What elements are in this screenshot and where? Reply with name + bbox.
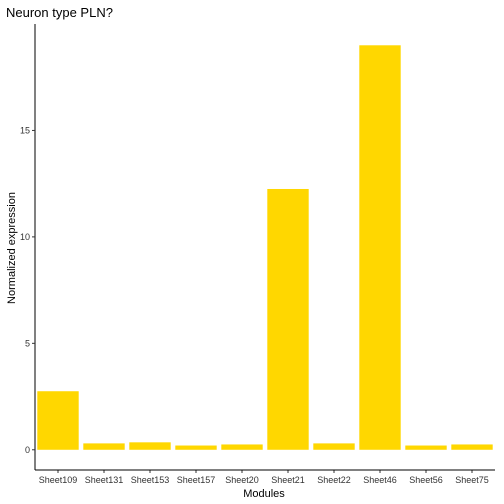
x-tick-label: Sheet153 (131, 475, 170, 485)
bar-sheet20 (221, 444, 263, 450)
x-tick-label: Sheet21 (271, 475, 305, 485)
bars-group (37, 45, 493, 450)
y-axis: 0 5 10 15 (20, 24, 36, 470)
y-tick-label: 10 (20, 232, 30, 242)
bar-sheet22 (313, 443, 355, 450)
bar-sheet131 (83, 443, 125, 450)
chart-title: Neuron type PLN? (6, 5, 113, 20)
x-tick-label: Sheet75 (455, 475, 489, 485)
bar-sheet56 (405, 445, 447, 450)
x-tick-label: Sheet46 (363, 475, 397, 485)
x-tick-label: Sheet20 (225, 475, 259, 485)
x-tick-label: Sheet157 (177, 475, 216, 485)
x-tick-label: Sheet56 (409, 475, 443, 485)
bar-sheet157 (175, 445, 217, 450)
bar-sheet75 (451, 444, 493, 450)
y-tick-label: 0 (25, 445, 30, 455)
x-axis-label: Modules (243, 488, 285, 500)
y-tick-label: 15 (20, 125, 30, 135)
bar-sheet21 (267, 188, 309, 450)
bar-sheet153 (129, 442, 171, 450)
y-axis-label: Normalized expression (6, 192, 18, 304)
x-tick-label: Sheet109 (39, 475, 78, 485)
x-tick-label: Sheet22 (317, 475, 351, 485)
y-tick-label: 5 (25, 338, 30, 348)
x-tick-label: Sheet131 (85, 475, 124, 485)
bar-sheet109 (37, 391, 79, 450)
x-axis: Sheet109 Sheet131 Sheet153 Sheet157 Sheet20 S… (35, 469, 495, 485)
bar-sheet46 (359, 45, 401, 450)
